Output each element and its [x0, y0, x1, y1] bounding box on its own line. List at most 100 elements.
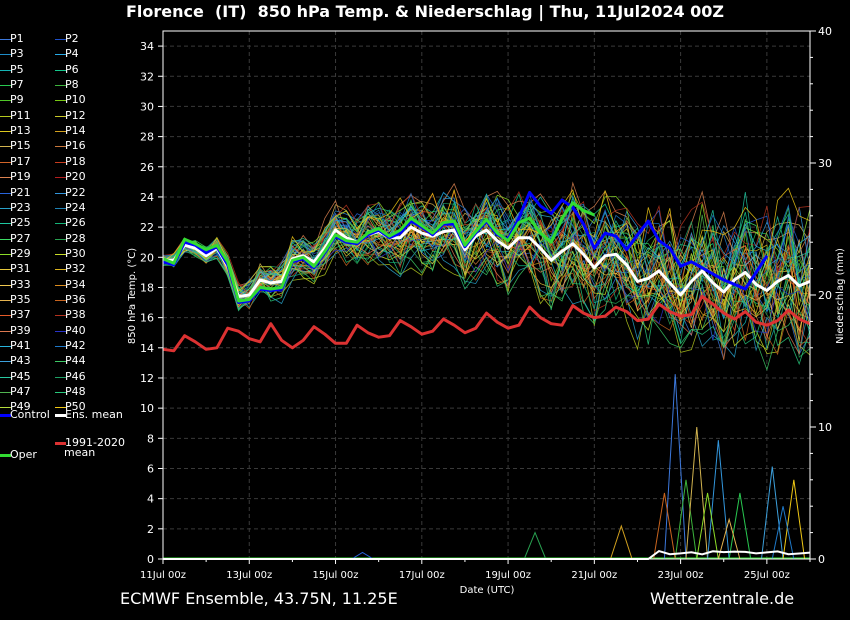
legend-swatch [55, 69, 66, 71]
precip-spike [717, 517, 741, 560]
y-tick-label: 26 [140, 161, 154, 174]
y-tick-label: 14 [140, 342, 154, 355]
x-tick-label: 11Jul 00z [140, 570, 186, 581]
x-tick-label: 21Jul 00z [571, 570, 617, 581]
precip-spike [674, 479, 698, 560]
legend-label: P36 [65, 292, 86, 306]
legend-label: P50 [65, 400, 86, 414]
precip-spike [707, 440, 730, 560]
legend-label: P5 [10, 62, 24, 76]
legend-label: Ens. mean [65, 408, 123, 421]
legend-label: P21 [10, 185, 31, 199]
legend-label: P43 [10, 354, 31, 368]
legend-label: P33 [10, 277, 31, 291]
legend-swatch [0, 284, 11, 286]
footer-source: ECMWF Ensemble, 43.75N, 11.25E [120, 589, 398, 608]
legend-swatch [0, 361, 11, 363]
x-tick-label: 19Jul 00z [485, 570, 531, 581]
legend-label: P28 [65, 231, 86, 245]
legend-label: P49 [10, 400, 31, 414]
legend-label: P46 [65, 369, 86, 383]
legend-swatch [0, 54, 11, 56]
y-tick-label: 8 [147, 432, 154, 445]
precip-spike [696, 492, 719, 560]
y-tick-label: 2 [147, 523, 154, 536]
legend-label: P4 [65, 47, 79, 61]
y-tick-label: 22 [140, 221, 154, 234]
series-1991-2020-mean [162, 295, 811, 353]
x-tick-label: 23Jul 00z [658, 570, 704, 581]
y-right-tick-label: 10 [818, 421, 832, 434]
y-tick-label: 16 [140, 312, 154, 325]
y-tick-label: 0 [147, 553, 154, 566]
legend-label: P1 [10, 32, 24, 45]
legend-swatch [55, 269, 66, 271]
legend-label: P22 [65, 185, 86, 199]
legend-label: P42 [65, 339, 86, 352]
legend-swatch [55, 192, 66, 194]
legend-label: P37 [10, 308, 31, 322]
x-tick-label: 15Jul 00z [313, 570, 359, 581]
legend-swatch [0, 299, 11, 301]
legend-swatch [0, 161, 11, 163]
x-tick-label: 13Jul 00z [226, 570, 272, 581]
legend-swatch [55, 346, 66, 347]
legend-label: P34 [65, 277, 86, 291]
member-line [162, 214, 811, 316]
legend-swatch [55, 238, 66, 240]
legend-swatch [55, 131, 66, 133]
legend-swatch [55, 315, 66, 317]
legend-swatch [55, 177, 66, 179]
precip-spike [782, 479, 806, 560]
y-tick-label: 18 [140, 281, 154, 294]
legend-swatch [0, 146, 11, 148]
legend-label: P8 [65, 78, 79, 92]
y-tick-label: 32 [140, 70, 154, 83]
legend-label: P17 [10, 154, 31, 168]
legend-label: P31 [10, 262, 31, 276]
legend-swatch [55, 54, 66, 56]
legend-label: P38 [65, 308, 86, 322]
legend-swatch [55, 392, 66, 394]
legend-swatch [55, 161, 66, 163]
legend-label: P25 [10, 216, 31, 230]
legend-label: P11 [10, 108, 31, 122]
legend-label: P18 [65, 154, 86, 168]
legend-label: P29 [10, 246, 31, 260]
legend-swatch [0, 315, 11, 317]
legend-swatch [55, 414, 66, 417]
y-tick-label: 4 [147, 493, 154, 506]
y-tick-label: 20 [140, 251, 154, 264]
legend-swatch [0, 115, 11, 117]
y-tick-label: 10 [140, 402, 154, 415]
legend-label: P13 [10, 124, 31, 138]
y-right-tick-label: 40 [818, 25, 832, 38]
legend-label: P26 [65, 216, 86, 230]
member-line [162, 187, 811, 292]
legend-label: P3 [10, 47, 24, 61]
y-right-tick-label: 30 [818, 157, 832, 170]
precip-spike [610, 524, 633, 560]
legend-label: P24 [65, 200, 86, 214]
precip-lines [163, 374, 811, 560]
legend-label: P41 [10, 339, 31, 352]
chart-axes: 0246810121416182022242628303234010203040… [140, 25, 832, 581]
x-axis-label: Date (UTC) [460, 585, 515, 596]
legend-swatch [0, 69, 11, 71]
precip-spike [351, 551, 374, 560]
legend-swatch [55, 253, 66, 255]
legend-swatch [55, 85, 66, 87]
legend-label: P7 [10, 78, 24, 92]
legend-swatch [0, 177, 11, 179]
legend-label: P14 [65, 124, 86, 138]
legend-swatch [55, 39, 66, 40]
legend-swatch [55, 299, 66, 301]
legend-label: P32 [65, 262, 86, 276]
precip-spike [663, 374, 687, 560]
legend-swatch [0, 269, 11, 271]
y-axis-right-label: Niederschlag (mm) [835, 248, 846, 344]
precip-spike [653, 492, 676, 560]
legend-swatch [55, 223, 66, 225]
legend-label: P23 [10, 200, 31, 214]
legend-label: P30 [65, 246, 86, 260]
